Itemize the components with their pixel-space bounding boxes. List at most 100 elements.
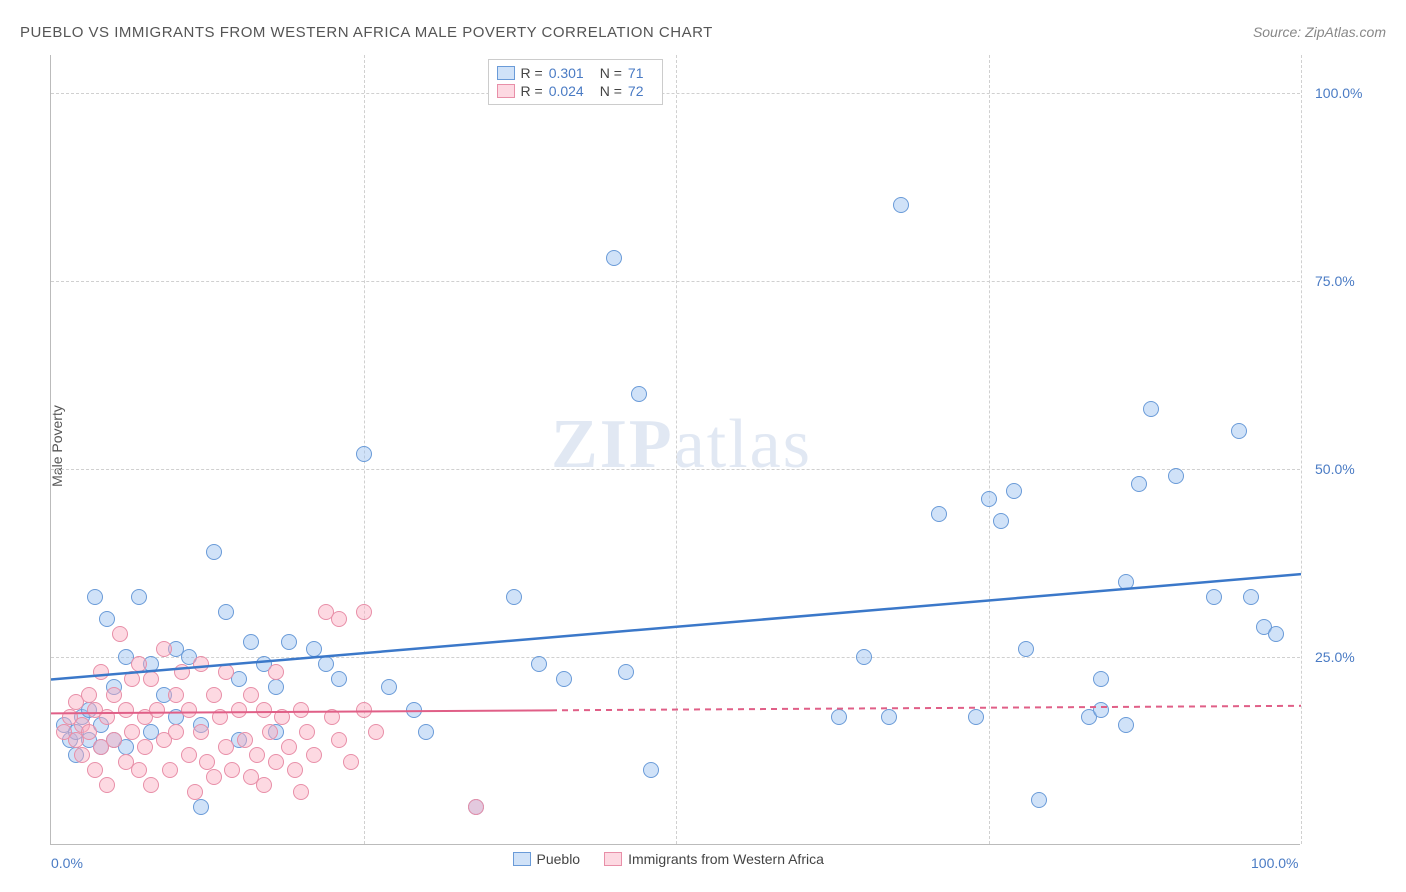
source-attribution: Source: ZipAtlas.com	[1253, 24, 1386, 40]
scatter-point	[281, 739, 297, 755]
scatter-point	[256, 702, 272, 718]
scatter-point	[206, 544, 222, 560]
scatter-point	[131, 762, 147, 778]
scatter-point	[356, 446, 372, 462]
scatter-point	[331, 732, 347, 748]
scatter-point	[981, 491, 997, 507]
stat-n-value: 71	[628, 65, 644, 81]
watermark: ZIPatlas	[551, 405, 812, 485]
scatter-point	[1231, 423, 1247, 439]
scatter-point	[193, 799, 209, 815]
scatter-point	[143, 671, 159, 687]
scatter-point	[968, 709, 984, 725]
scatter-point	[299, 724, 315, 740]
scatter-point	[993, 513, 1009, 529]
scatter-point	[149, 702, 165, 718]
scatter-point	[893, 197, 909, 213]
legend-item: Immigrants from Western Africa	[604, 851, 824, 867]
scatter-point	[356, 702, 372, 718]
scatter-point	[1243, 589, 1259, 605]
scatter-point	[643, 762, 659, 778]
scatter-point	[174, 664, 190, 680]
scatter-point	[931, 506, 947, 522]
scatter-point	[356, 604, 372, 620]
scatter-point	[331, 611, 347, 627]
scatter-point	[168, 687, 184, 703]
scatter-point	[274, 709, 290, 725]
scatter-point	[531, 656, 547, 672]
scatter-point	[324, 709, 340, 725]
scatter-point	[343, 754, 359, 770]
scatter-point	[218, 664, 234, 680]
scatter-point	[206, 769, 222, 785]
scatter-point	[118, 702, 134, 718]
scatter-point	[268, 754, 284, 770]
scatter-point	[193, 656, 209, 672]
scatter-point	[137, 739, 153, 755]
scatter-point	[237, 732, 253, 748]
scatter-point	[124, 671, 140, 687]
gridline-vertical	[989, 55, 990, 844]
scatter-point	[74, 747, 90, 763]
legend-stat-row: R =0.024N =72	[497, 82, 654, 100]
scatter-point	[418, 724, 434, 740]
scatter-point	[124, 724, 140, 740]
scatter-point	[99, 777, 115, 793]
scatter-point	[243, 687, 259, 703]
scatter-point	[381, 679, 397, 695]
stat-n-label: N =	[600, 83, 622, 99]
series-legend: Pueblo Immigrants from Western Africa	[513, 851, 824, 867]
scatter-point	[1168, 468, 1184, 484]
scatter-point	[199, 754, 215, 770]
scatter-point	[181, 747, 197, 763]
scatter-point	[87, 589, 103, 605]
scatter-point	[187, 784, 203, 800]
scatter-point	[881, 709, 897, 725]
stat-r-label: R =	[521, 83, 543, 99]
scatter-point	[1093, 671, 1109, 687]
scatter-point	[1131, 476, 1147, 492]
stat-n-value: 72	[628, 83, 644, 99]
scatter-point	[249, 747, 265, 763]
y-tick-label: 100.0%	[1315, 85, 1362, 101]
scatter-point	[218, 604, 234, 620]
scatter-point	[1118, 717, 1134, 733]
scatter-point	[81, 724, 97, 740]
scatter-point	[1268, 626, 1284, 642]
stat-n-label: N =	[600, 65, 622, 81]
scatter-point	[506, 589, 522, 605]
scatter-point	[181, 702, 197, 718]
scatter-point	[368, 724, 384, 740]
scatter-point	[99, 611, 115, 627]
legend-swatch	[513, 852, 531, 866]
scatter-point	[87, 762, 103, 778]
scatter-point	[268, 679, 284, 695]
y-tick-label: 75.0%	[1315, 273, 1355, 289]
stat-r-label: R =	[521, 65, 543, 81]
scatter-point	[1206, 589, 1222, 605]
scatter-point	[318, 656, 334, 672]
scatter-point	[131, 656, 147, 672]
scatter-point	[631, 386, 647, 402]
scatter-point	[131, 589, 147, 605]
legend-label: Pueblo	[537, 851, 581, 867]
scatter-point	[99, 709, 115, 725]
scatter-point	[193, 724, 209, 740]
scatter-point	[1018, 641, 1034, 657]
scatter-point	[293, 702, 309, 718]
scatter-point	[1118, 574, 1134, 590]
scatter-point	[618, 664, 634, 680]
legend-swatch	[604, 852, 622, 866]
scatter-point	[81, 687, 97, 703]
scatter-point	[218, 739, 234, 755]
scatter-point	[468, 799, 484, 815]
legend-item: Pueblo	[513, 851, 581, 867]
y-tick-label: 25.0%	[1315, 649, 1355, 665]
scatter-point	[106, 687, 122, 703]
scatter-point	[1143, 401, 1159, 417]
legend-stat-row: R =0.301N =71	[497, 64, 654, 82]
chart-title: PUEBLO VS IMMIGRANTS FROM WESTERN AFRICA…	[20, 24, 713, 41]
legend-swatch	[497, 66, 515, 80]
scatter-point	[331, 671, 347, 687]
scatter-point	[156, 641, 172, 657]
